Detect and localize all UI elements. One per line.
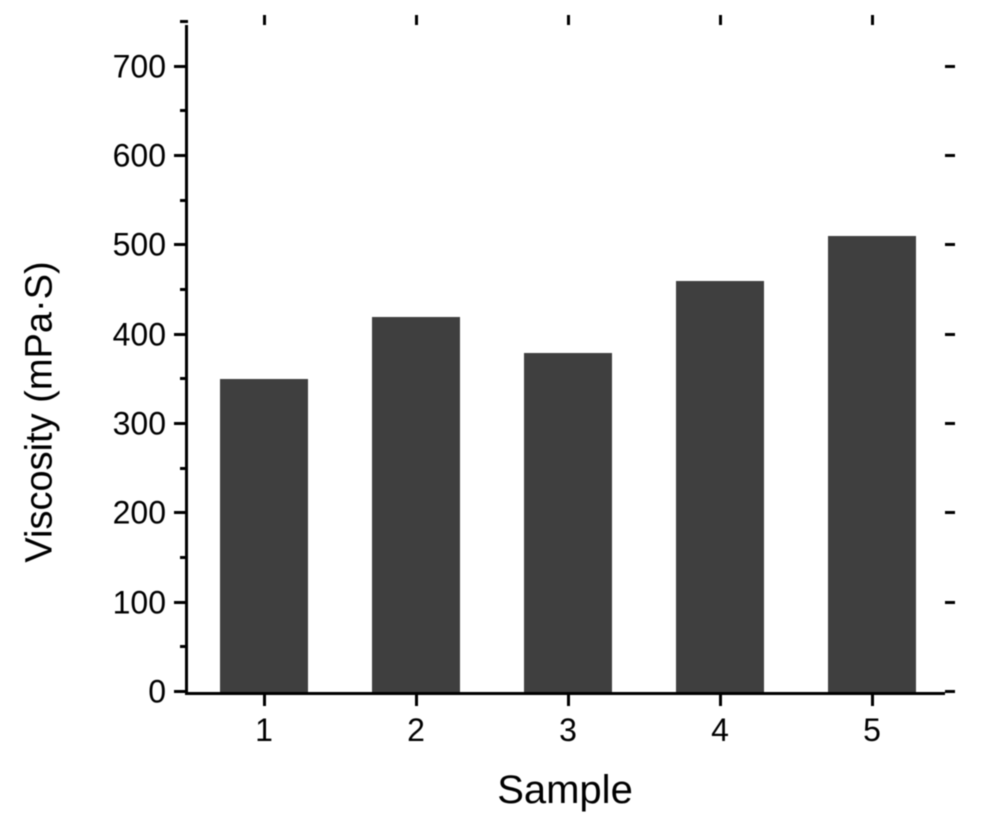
y-minor-tick [180,556,188,559]
y-minor-tick [180,20,188,23]
y-tick-inner [945,65,955,68]
y-tick-label: 200 [113,495,188,532]
y-minor-tick [180,288,188,291]
y-tick-inner [945,601,955,604]
y-tick-label: 300 [113,406,188,443]
x-axis-label: Sample [497,768,633,813]
x-tick-inner [415,15,418,25]
y-minor-tick [180,467,188,470]
y-tick-inner [945,511,955,514]
y-tick-label: 500 [113,227,188,264]
y-minor-tick [180,377,188,380]
y-tick-label: 700 [113,48,188,85]
bar [828,236,916,692]
plot-area: 010020030040050060070012345 [185,25,945,695]
x-tick-label: 3 [559,692,577,749]
x-tick-inner [263,15,266,25]
bar [372,317,460,692]
bar [220,379,308,692]
y-tick-label: 100 [113,584,188,621]
bar [524,353,612,692]
y-minor-tick [180,199,188,202]
y-tick-inner [945,333,955,336]
y-minor-tick [180,645,188,648]
x-tick-label: 5 [863,692,881,749]
y-tick-label: 600 [113,138,188,175]
y-axis-label: Viscosity (mPa·S) [19,261,62,562]
plot-inner: 010020030040050060070012345 [188,25,945,692]
y-tick-inner [945,690,955,693]
y-tick-label: 400 [113,316,188,353]
x-tick-inner [719,15,722,25]
x-tick-inner [567,15,570,25]
y-tick-inner [945,243,955,246]
x-tick-label: 1 [255,692,273,749]
y-tick-label: 0 [148,674,188,711]
y-minor-tick [180,109,188,112]
x-tick-label: 2 [407,692,425,749]
viscosity-bar-chart: Viscosity (mPa·S) 0100200300400500600700… [0,0,1000,823]
x-tick-label: 4 [711,692,729,749]
x-tick-inner [871,15,874,25]
bar [676,281,764,692]
y-tick-inner [945,154,955,157]
y-tick-inner [945,422,955,425]
